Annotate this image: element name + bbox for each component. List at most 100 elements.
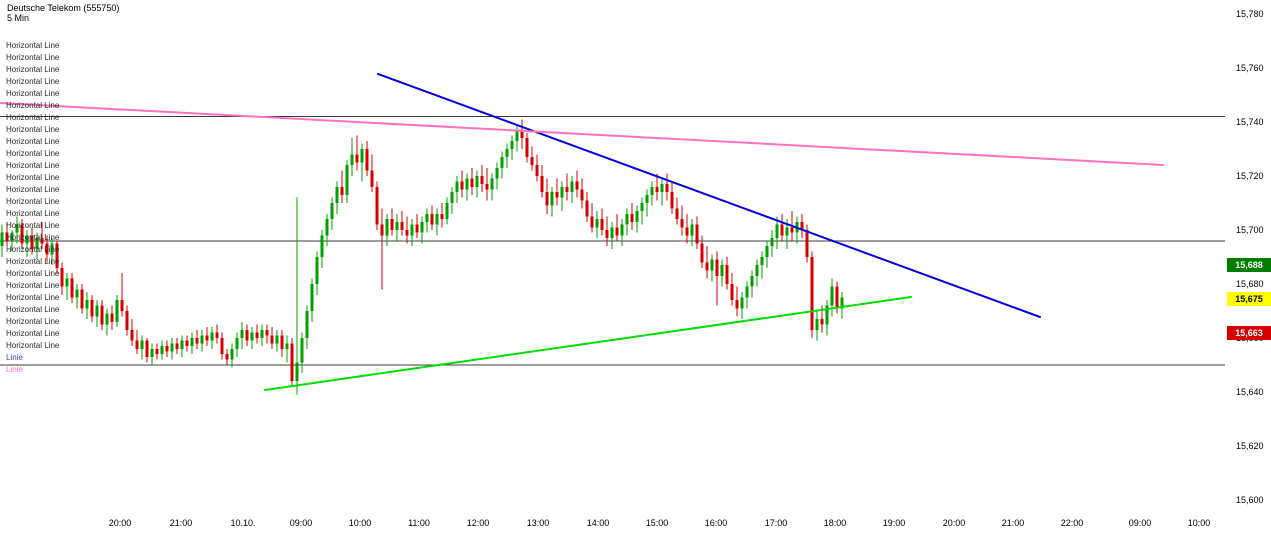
blue-trendline[interactable] [377, 73, 1041, 318]
candle-body [645, 194, 649, 203]
candle-body [800, 221, 804, 230]
object-label-horizontal-line[interactable]: Horizontal Line [6, 137, 60, 146]
candle-body [95, 305, 99, 317]
object-label-horizontal-line[interactable]: Horizontal Line [6, 221, 60, 230]
time-axis-label: 15:00 [645, 518, 669, 528]
object-label-horizontal-line[interactable]: Horizontal Line [6, 245, 60, 254]
candle-body [665, 184, 669, 193]
candle-body [330, 203, 334, 220]
candle-body [685, 227, 689, 236]
object-label-horizontal-line[interactable]: Horizontal Line [6, 41, 60, 50]
candle-body [0, 232, 4, 247]
object-label-trendline[interactable]: Linie [6, 365, 23, 374]
candle-body [180, 340, 184, 349]
candle-body [775, 224, 779, 239]
candle-body [700, 243, 704, 263]
candle-body [515, 130, 519, 141]
candle-body [255, 332, 259, 338]
candle-body [85, 300, 89, 309]
price-badge: 15,663 [1227, 326, 1271, 340]
object-label-horizontal-line[interactable]: Horizontal Line [6, 293, 60, 302]
candle-body [810, 257, 814, 330]
candle-body [485, 184, 489, 190]
candle-body [430, 213, 434, 225]
object-label-horizontal-line[interactable]: Horizontal Line [6, 89, 60, 98]
candle-body [670, 192, 674, 209]
candle-body [465, 178, 469, 190]
time-axis-label: 09:00 [1128, 518, 1152, 528]
candle-body [165, 346, 169, 352]
pink-trendline[interactable] [0, 102, 1164, 166]
candle-body [5, 232, 9, 241]
candle-body [365, 149, 369, 171]
candle-body [325, 219, 329, 236]
price-axis-label: 15,760 [1236, 63, 1264, 73]
candle-body [195, 338, 199, 344]
object-label-trendline[interactable]: Linie [6, 353, 23, 362]
object-label-horizontal-line[interactable]: Horizontal Line [6, 53, 60, 62]
object-label-horizontal-line[interactable]: Horizontal Line [6, 197, 60, 206]
time-axis-label: 19:00 [882, 518, 906, 528]
candle-body [135, 340, 139, 349]
time-axis-label: 21:00 [169, 518, 193, 528]
candle-body [705, 262, 709, 271]
object-label-horizontal-line[interactable]: Horizontal Line [6, 341, 60, 350]
candle-body [245, 329, 249, 341]
candle-body [45, 243, 49, 255]
green-trendline[interactable] [264, 296, 912, 391]
object-label-horizontal-line[interactable]: Horizontal Line [6, 125, 60, 134]
object-label-horizontal-line[interactable]: Horizontal Line [6, 257, 60, 266]
candle-body [790, 227, 794, 233]
candle-body [760, 257, 764, 266]
candle-body [420, 221, 424, 233]
candle-body [375, 186, 379, 225]
candle-body [625, 213, 629, 225]
object-label-horizontal-line[interactable]: Horizontal Line [6, 173, 60, 182]
candle-body [345, 165, 349, 195]
candle-body [235, 338, 239, 349]
object-label-horizontal-line[interactable]: Horizontal Line [6, 149, 60, 158]
candle-body [50, 243, 54, 255]
candle-body [220, 338, 224, 355]
time-axis-label: 11:00 [408, 518, 430, 528]
candle-body [820, 319, 824, 325]
candle-body [280, 335, 284, 349]
candle-body [740, 297, 744, 309]
candle-body [225, 354, 229, 360]
candle-body [410, 224, 414, 236]
object-label-horizontal-line[interactable]: Horizontal Line [6, 305, 60, 314]
candle-body [335, 186, 339, 203]
object-label-horizontal-line[interactable]: Horizontal Line [6, 329, 60, 338]
object-label-horizontal-line[interactable]: Horizontal Line [6, 161, 60, 170]
object-label-horizontal-line[interactable]: Horizontal Line [6, 269, 60, 278]
candle-body [565, 186, 569, 193]
candle-body [290, 343, 294, 382]
object-label-horizontal-line[interactable]: Horizontal Line [6, 281, 60, 290]
candle-body [550, 192, 554, 206]
candle-body [770, 238, 774, 247]
candle-body [240, 329, 244, 338]
candle-body [90, 300, 94, 317]
candle-body [505, 149, 509, 158]
object-label-horizontal-line[interactable]: Horizontal Line [6, 65, 60, 74]
candle-body [395, 221, 399, 230]
object-label-horizontal-line[interactable]: Horizontal Line [6, 77, 60, 86]
candle-body [315, 257, 319, 284]
candle-body [570, 181, 574, 193]
object-label-horizontal-line[interactable]: Horizontal Line [6, 317, 60, 326]
object-label-horizontal-line[interactable]: Horizontal Line [6, 209, 60, 218]
candle-body [560, 186, 564, 198]
time-axis-label: 13:00 [526, 518, 550, 528]
object-label-horizontal-line[interactable]: Horizontal Line [6, 233, 60, 242]
candle-body [510, 140, 514, 149]
candle-body [370, 170, 374, 187]
object-label-horizontal-line[interactable]: Horizontal Line [6, 101, 60, 110]
time-axis-label: 10.10. [230, 518, 256, 528]
candle-body [130, 329, 134, 341]
candle-body [675, 208, 679, 220]
candle-body [310, 284, 314, 311]
object-label-horizontal-line[interactable]: Horizontal Line [6, 113, 60, 122]
object-label-horizontal-line[interactable]: Horizontal Line [6, 185, 60, 194]
